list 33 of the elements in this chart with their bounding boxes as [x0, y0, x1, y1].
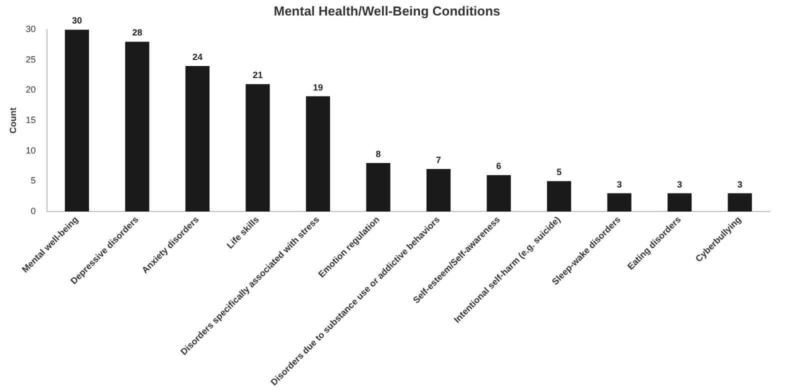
data-label: 19: [313, 82, 324, 92]
data-label: 24: [192, 52, 202, 62]
chart-title: Mental Health/Well-Being Conditions: [274, 3, 500, 18]
bar: [668, 193, 692, 212]
y-tick-label: 15: [26, 115, 36, 126]
data-label: 5: [556, 167, 562, 178]
bar: [366, 162, 390, 212]
data-label: 8: [376, 148, 381, 159]
bar: [306, 96, 330, 212]
bar: [547, 181, 572, 212]
bar: [486, 175, 511, 212]
data-label: 30: [72, 16, 82, 26]
data-label: 3: [737, 179, 742, 190]
y-axis-title: Count: [8, 108, 18, 134]
y-tick-label: 25: [26, 54, 36, 64]
bar: [64, 30, 89, 212]
data-label: 3: [616, 179, 622, 190]
y-tick-label: 20: [26, 84, 36, 95]
bar: [607, 193, 632, 212]
data-label: 21: [252, 70, 263, 80]
data-label: 7: [436, 155, 442, 166]
data-label: 3: [677, 179, 682, 190]
bar: [125, 42, 150, 212]
bar: [246, 84, 270, 212]
y-tick-label: 5: [30, 176, 36, 186]
data-label: 6: [496, 161, 502, 172]
bar: [185, 66, 210, 212]
bar: [728, 193, 752, 212]
y-tick-label: 30: [26, 24, 36, 34]
y-tick-label: 10: [26, 145, 36, 156]
data-label: 28: [132, 28, 142, 38]
y-tick-label: 0: [30, 206, 36, 216]
bar: [426, 169, 451, 212]
